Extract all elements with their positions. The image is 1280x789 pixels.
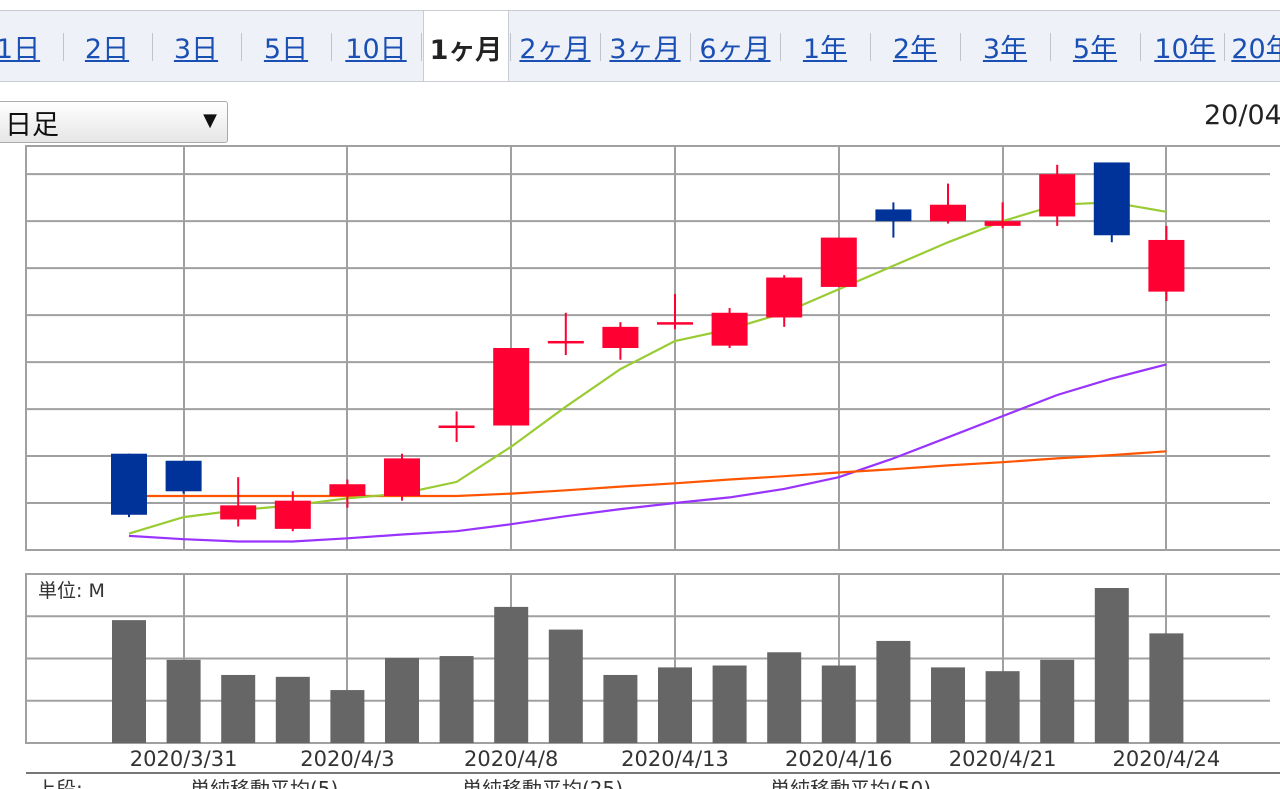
volume-bar bbox=[1094, 588, 1129, 743]
volume-bar bbox=[767, 652, 802, 743]
tab-4[interactable]: 5日 bbox=[263, 33, 309, 65]
candle-body bbox=[547, 340, 584, 344]
candle-body bbox=[1148, 239, 1185, 292]
candle-body bbox=[1039, 174, 1076, 217]
tab-separator bbox=[331, 33, 332, 61]
candle-body bbox=[657, 322, 693, 325]
tab-1[interactable]: 1日 bbox=[0, 33, 41, 65]
ma25-line bbox=[128, 363, 1167, 543]
chevron-down-icon: ▼ bbox=[203, 110, 217, 131]
volume-bar bbox=[603, 674, 638, 743]
x-tick-label: 2020/4/3 bbox=[300, 747, 394, 771]
candle-body bbox=[984, 221, 1021, 226]
tab-10[interactable]: 1年 bbox=[802, 33, 848, 65]
volume-bar bbox=[275, 676, 310, 743]
tab-separator bbox=[1140, 33, 1141, 61]
volume-bar bbox=[931, 667, 965, 743]
x-tick-label: 2020/3/31 bbox=[130, 747, 238, 771]
period-select[interactable]: 日足 ▼ bbox=[0, 101, 228, 143]
tab-separator bbox=[151, 33, 153, 61]
tab-separator bbox=[960, 33, 961, 61]
volume-bar bbox=[221, 674, 256, 743]
x-tick-label: 2020/4/16 bbox=[785, 747, 893, 771]
volume-bar bbox=[494, 606, 529, 743]
price-frame bbox=[25, 145, 1280, 551]
candle-body bbox=[384, 458, 420, 496]
candle-body bbox=[930, 204, 966, 222]
tab-8[interactable]: 3ヶ月 bbox=[609, 33, 681, 65]
legend-upper-label: 上段: bbox=[36, 777, 83, 789]
volume-unit-label: 単位: M bbox=[38, 580, 105, 602]
tab-separator bbox=[420, 33, 422, 61]
volume-bar bbox=[166, 659, 201, 743]
legend-divider bbox=[26, 772, 1280, 774]
date-label: 20/04 bbox=[1204, 100, 1280, 131]
volume-bar bbox=[112, 620, 146, 743]
legend-ma25: 単純移動平均(25) bbox=[462, 777, 624, 789]
ma50-line bbox=[129, 450, 1167, 498]
volume-bar bbox=[712, 665, 747, 743]
period-tabbar: 1日 2日 3日 5日 10日 1ヶ月 2ヶ月 3ヶ月 6ヶ月 1年 2年 3年 5年 10年 20年 bbox=[0, 10, 1280, 82]
candle-body bbox=[1093, 162, 1130, 236]
tab-13[interactable]: 5年 bbox=[1072, 33, 1118, 65]
volume-bar bbox=[439, 656, 474, 743]
volume-bar bbox=[1040, 659, 1075, 743]
tab-separator bbox=[62, 33, 64, 61]
candle-body bbox=[766, 277, 803, 318]
tab-separator bbox=[780, 33, 781, 61]
candle-body bbox=[493, 348, 530, 426]
period-select-value: 日足 bbox=[5, 109, 59, 141]
x-tick-label: 2020/4/21 bbox=[949, 747, 1057, 771]
candle-body bbox=[111, 453, 147, 515]
tab-separator bbox=[510, 33, 511, 61]
legend-ma5: 単純移動平均(5) bbox=[190, 777, 339, 789]
candle-body bbox=[274, 500, 311, 529]
volume-bar bbox=[658, 667, 692, 743]
candle-body bbox=[329, 484, 366, 496]
volume-bar bbox=[385, 657, 419, 743]
tab-separator bbox=[690, 33, 691, 61]
tab-11[interactable]: 2年 bbox=[892, 33, 938, 65]
candle-body bbox=[220, 505, 257, 520]
candle-body bbox=[711, 312, 748, 346]
tab-3[interactable]: 3日 bbox=[173, 33, 219, 65]
tab-separator bbox=[870, 33, 871, 61]
tab-separator bbox=[1050, 33, 1051, 61]
volume-bar bbox=[821, 665, 856, 743]
tab-12[interactable]: 3年 bbox=[982, 33, 1028, 65]
candle-body bbox=[165, 460, 202, 492]
volume-bar bbox=[548, 629, 583, 743]
candle-body bbox=[820, 237, 857, 287]
volume-bar bbox=[876, 640, 911, 743]
tab-separator bbox=[241, 33, 242, 61]
candle-body bbox=[602, 326, 639, 348]
tab-7[interactable]: 2ヶ月 bbox=[519, 33, 591, 65]
tab-15[interactable]: 20年 bbox=[1231, 33, 1280, 65]
volume-bar bbox=[985, 671, 1020, 743]
tab-9[interactable]: 6ヶ月 bbox=[699, 33, 771, 65]
x-tick-label: 2020/4/13 bbox=[621, 747, 729, 771]
legend-ma50: 単純移動平均(50) bbox=[770, 777, 932, 789]
volume-bar bbox=[1149, 633, 1184, 743]
tab-14[interactable]: 10年 bbox=[1154, 33, 1216, 65]
candle-body bbox=[438, 425, 475, 429]
x-tick-label: 2020/4/24 bbox=[1113, 747, 1221, 771]
tab-6[interactable]: 1ヶ月 bbox=[423, 11, 509, 81]
tab-2[interactable]: 2日 bbox=[84, 33, 130, 65]
tab-separator bbox=[600, 33, 601, 61]
volume-bar bbox=[330, 690, 365, 743]
x-tick-label: 2020/4/8 bbox=[464, 747, 558, 771]
tab-5[interactable]: 10日 bbox=[345, 33, 407, 65]
tab-separator bbox=[1223, 33, 1225, 61]
candle-body bbox=[875, 209, 912, 222]
